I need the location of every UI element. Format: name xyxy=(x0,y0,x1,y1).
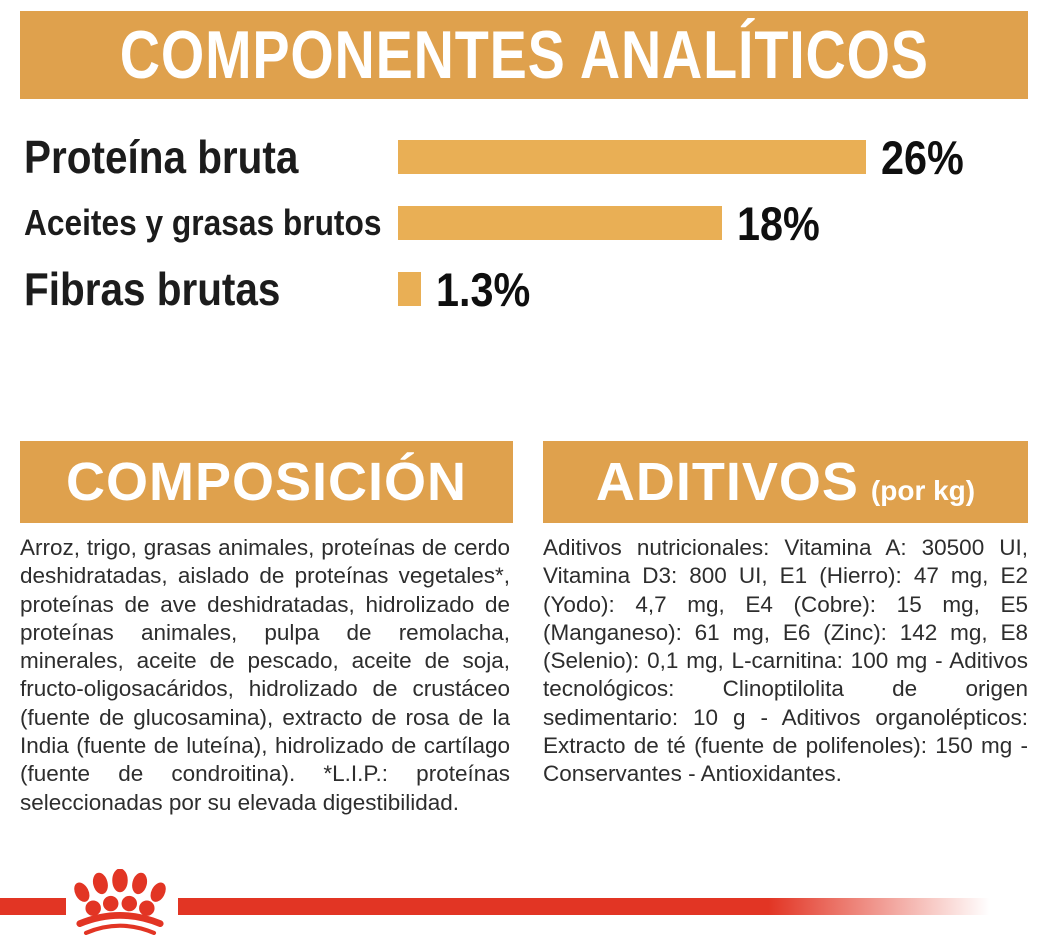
chart-bar xyxy=(398,206,722,240)
additives-title-suffix: (por kg) xyxy=(870,475,976,506)
analytic-components-title: COMPONENTES ANALÍTICOS xyxy=(119,17,929,93)
chart-category-label: Proteína bruta xyxy=(24,131,299,183)
chart-row: Fibras brutas 1.3% xyxy=(0,263,1040,316)
chart-value-label: 26% xyxy=(881,130,964,184)
additives-title: ADITIVOS xyxy=(595,452,859,512)
chart-value-label: 1.3% xyxy=(436,262,531,316)
royal-canin-paw-crown-icon xyxy=(74,869,166,935)
analytic-components-header-band: COMPONENTES ANALÍTICOS xyxy=(20,11,1028,99)
analytic-components-chart: Proteína bruta 26% Aceites y grasas brutos… xyxy=(0,120,1040,320)
chart-row: Aceites y grasas brutos 18% xyxy=(0,197,1040,250)
footer-red-bar-left xyxy=(0,898,66,915)
chart-row: Proteína bruta 26% xyxy=(0,131,1040,184)
composition-text: Arroz, trigo, grasas animales, proteínas… xyxy=(20,535,510,815)
additives-header-band: ADITIVOS (por kg) xyxy=(543,441,1028,523)
chart-bar xyxy=(398,272,421,306)
additives-text: Aditivos nutricionales: Vitamina A: 3050… xyxy=(543,535,1028,787)
composition-header-band: COMPOSICIÓN xyxy=(20,441,513,523)
chart-bar xyxy=(398,140,866,174)
chart-category-label: Aceites y grasas brutos xyxy=(24,202,382,243)
footer-red-bar-right xyxy=(178,898,998,915)
chart-value-label: 18% xyxy=(737,196,820,250)
composition-title: COMPOSICIÓN xyxy=(65,452,468,512)
chart-category-label: Fibras brutas xyxy=(24,263,281,315)
